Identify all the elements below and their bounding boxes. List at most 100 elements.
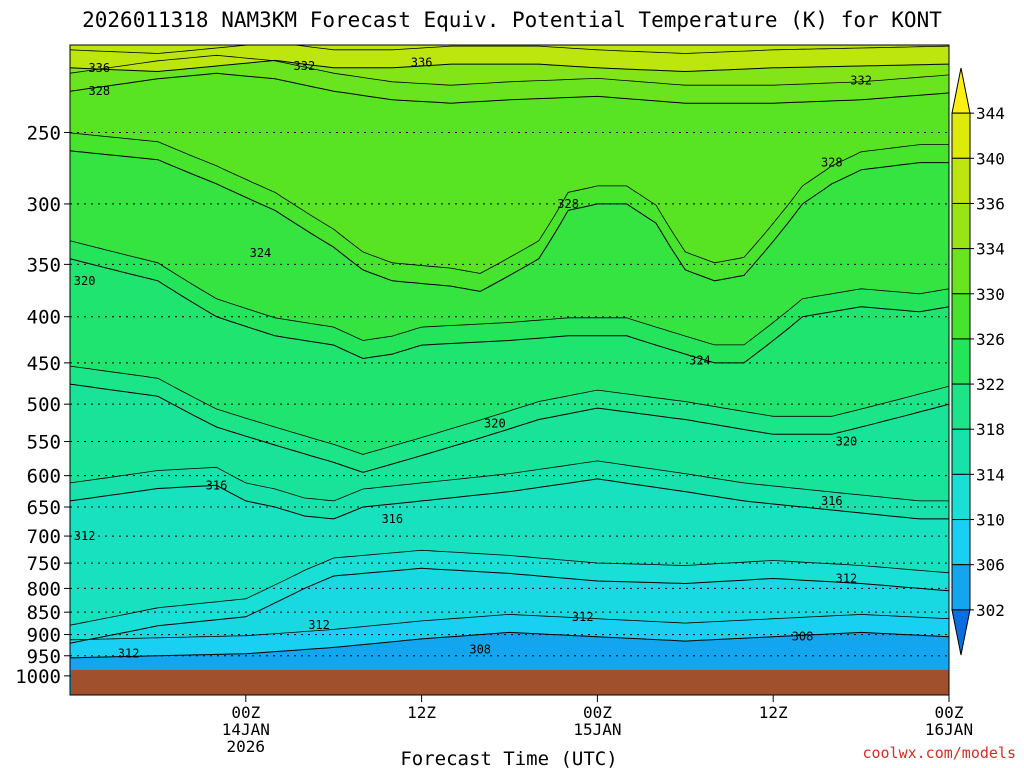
y-tick-label-300: 300 xyxy=(27,194,61,216)
contour-line-minor-316 xyxy=(70,460,949,502)
contour-label-text: 312 xyxy=(74,529,96,543)
contour-line-320 xyxy=(70,383,949,473)
contour-label-text: 312 xyxy=(572,610,594,624)
contour-label-text: 320 xyxy=(484,416,506,430)
y-tick-label-800: 800 xyxy=(27,578,61,600)
colorbar-swatch xyxy=(951,473,971,521)
contour-line-324 xyxy=(70,258,949,364)
x-tick-label: 16JAN xyxy=(925,720,973,739)
y-tick-label-650: 650 xyxy=(27,497,61,519)
colorbar-label-326: 326 xyxy=(976,330,1005,349)
colorbar-swatch xyxy=(951,202,971,250)
contour-line-minor-324 xyxy=(70,240,949,346)
contour-label-text: 332 xyxy=(294,59,316,73)
contour-label-text: 316 xyxy=(381,512,403,526)
contour-label-312: 312 xyxy=(118,647,140,661)
contour-label-text: 336 xyxy=(411,55,433,69)
contour-label-text: 308 xyxy=(469,643,491,657)
y-tick-label-500: 500 xyxy=(27,394,61,416)
colorbar-label-340: 340 xyxy=(976,149,1005,168)
y-tick-label-950: 950 xyxy=(27,646,61,668)
contour-label-text: 308 xyxy=(792,630,814,644)
contour-label-text: 324 xyxy=(689,353,711,367)
contour-label-320: 320 xyxy=(484,416,506,430)
contour-label-312: 312 xyxy=(74,529,96,543)
colorbar-label-318: 318 xyxy=(976,420,1005,439)
ground-fill xyxy=(71,669,949,695)
colorbar-arrow-bottom xyxy=(951,609,971,656)
contour-label-312: 312 xyxy=(572,610,594,624)
contour-line-minor-320 xyxy=(70,365,949,455)
colorbar-label-336: 336 xyxy=(976,194,1005,213)
colorbar-label-314: 314 xyxy=(976,465,1005,484)
colorbar-swatch xyxy=(951,157,971,204)
contour-label-328: 328 xyxy=(821,156,843,170)
contour-label-text: 312 xyxy=(118,647,140,661)
contour-label-308: 308 xyxy=(469,643,491,657)
contour-label-text: 316 xyxy=(206,478,228,492)
contour-label-316: 316 xyxy=(381,512,403,526)
contour-label-text: 316 xyxy=(821,494,843,508)
colorbar-swatch xyxy=(951,428,971,475)
contour-label-text: 324 xyxy=(250,246,272,260)
contour-line-332 xyxy=(70,72,949,104)
contour-line-minor-332 xyxy=(70,54,949,86)
contour-line-328 xyxy=(70,150,949,292)
contour-label-text: 336 xyxy=(88,61,110,75)
colorbar-label-344: 344 xyxy=(976,104,1005,123)
x-tick-label: 12Z xyxy=(407,703,436,722)
contour-line-minor-336 xyxy=(70,45,949,54)
x-tick-label: 00Z xyxy=(935,703,964,722)
colorbar-swatch xyxy=(951,293,971,340)
plot-fill-layer xyxy=(70,45,949,695)
colorbar-swatch xyxy=(951,112,971,159)
colorbar-swatch xyxy=(951,248,971,295)
y-tick-label-450: 450 xyxy=(27,353,61,375)
contour-line-316 xyxy=(70,478,949,520)
x-tick-label: 00Z xyxy=(583,703,612,722)
contour-lines xyxy=(70,45,949,659)
contour-label-text: 312 xyxy=(308,618,330,632)
y-tick-label-1000: 1000 xyxy=(15,666,61,688)
y-tick-label-550: 550 xyxy=(27,432,61,454)
contour-label-316: 316 xyxy=(821,494,843,508)
y-tick-label-250: 250 xyxy=(27,122,61,144)
y-tick-label-350: 350 xyxy=(27,254,61,276)
y-tick-label-750: 750 xyxy=(27,553,61,575)
contour-label-320: 320 xyxy=(74,274,96,288)
contour-label-text: 332 xyxy=(850,74,872,88)
colorbar-arrow-top xyxy=(951,67,971,114)
colorbar-label-302: 302 xyxy=(976,601,1005,620)
contour-line-312 xyxy=(70,567,949,644)
plot-frame xyxy=(69,44,950,696)
contour-label-328: 328 xyxy=(557,197,579,211)
y-tick-label-400: 400 xyxy=(27,307,61,329)
y-tick-label-850: 850 xyxy=(27,602,61,624)
colorbar-swatch xyxy=(951,338,971,385)
contour-label-336: 336 xyxy=(411,55,433,69)
credit-text: coolwx.com/models xyxy=(862,744,1016,762)
contour-label-336: 336 xyxy=(88,61,110,75)
contour-line-308 xyxy=(70,631,949,659)
x-axis-label: Forecast Time (UTC) xyxy=(400,748,617,768)
y-axis: 2503003504004505005506006507007508008509… xyxy=(15,122,70,688)
contour-label-308: 308 xyxy=(792,630,814,644)
contour-label-text: 328 xyxy=(821,156,843,170)
contour-label-312: 312 xyxy=(308,618,330,632)
contour-labels: 336 328 332 336 332 328 328 324 320 324 320 320 316 3… xyxy=(74,55,872,660)
x-tick-label: 00Z xyxy=(231,703,260,722)
x-tick-label: 15JAN xyxy=(573,720,621,739)
contour-line-minor-308 xyxy=(70,613,949,641)
x-tick-label: 12Z xyxy=(759,703,788,722)
colorbar-label-322: 322 xyxy=(976,375,1005,394)
colorbar-swatch xyxy=(951,383,971,430)
y-tick-label-900: 900 xyxy=(27,625,61,647)
x-tick-label: 2026 xyxy=(227,737,266,756)
colorbar-label-330: 330 xyxy=(976,285,1005,304)
y-tick-label-600: 600 xyxy=(27,466,61,488)
contour-line-336 xyxy=(70,59,949,73)
chart-title: 2026011318 NAM3KM Forecast Equiv. Potent… xyxy=(82,8,942,32)
colorbar-label-306: 306 xyxy=(976,556,1005,575)
